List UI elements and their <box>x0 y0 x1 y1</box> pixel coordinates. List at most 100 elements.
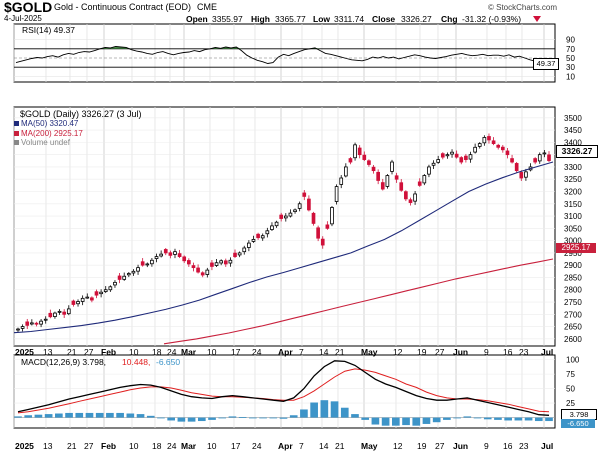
x-tick-label-lower: 10 <box>129 441 139 451</box>
candle-body <box>537 154 542 162</box>
rsi-tick-label: 50 <box>566 54 575 63</box>
price-tick-label: 3500 <box>564 114 582 123</box>
candle-body <box>196 267 200 273</box>
price-tick-label: 2850 <box>564 273 582 282</box>
low-label: Low <box>313 14 330 24</box>
candle-body <box>316 227 320 239</box>
macd-histogram-bar <box>340 407 349 418</box>
price-tick-label: 3300 <box>564 163 582 172</box>
legend-label: MA(50) 3320.47 <box>21 119 79 128</box>
candle-body <box>20 326 25 329</box>
x-tick-label-lower: 21 <box>67 441 77 451</box>
candle-body <box>210 262 214 267</box>
rsi-tick-label: 70 <box>566 45 575 54</box>
x-tick-label-upper: 27 <box>435 347 445 357</box>
macd-histogram-bar <box>351 414 359 418</box>
x-tick-label-upper: 24 <box>167 347 177 357</box>
macd-signal-line <box>17 368 550 414</box>
header-date: 4-Jul-2025 <box>4 14 42 23</box>
candle-body <box>367 160 371 165</box>
candle-body <box>440 153 445 158</box>
x-tick-label-upper: 2025 <box>15 347 34 357</box>
macd-line <box>17 360 550 416</box>
candle-body <box>454 153 459 158</box>
x-tick-label-upper: 10 <box>129 347 139 357</box>
rsi-line <box>15 46 551 64</box>
x-tick-label-upper: 13 <box>43 347 53 357</box>
macd-histogram-bar <box>361 417 370 420</box>
candle-body <box>140 261 145 266</box>
x-tick-label-upper: 21 <box>67 347 77 357</box>
exchange-label: CME <box>197 2 217 12</box>
macd-histogram-bar <box>167 417 176 421</box>
symbol-description: Gold - Continuous Contract (EOD) <box>54 2 192 12</box>
candle-body <box>464 155 468 160</box>
candle-body <box>223 260 228 265</box>
chart-header: $GOLD Gold - Continuous Contract (EOD) C… <box>0 0 599 24</box>
macd-histogram-bar <box>249 417 257 419</box>
high-label: High <box>251 14 270 24</box>
candle-body <box>496 144 501 148</box>
macd-tick-label: 75 <box>566 370 575 379</box>
legend-swatch <box>14 140 19 146</box>
candle-body <box>390 161 394 172</box>
candle-body <box>80 297 85 302</box>
price-title: $GOLD (Daily) 3326.27 (3 Jul) <box>20 109 142 119</box>
candle-body <box>228 259 233 264</box>
x-tick-label-upper: Jul <box>541 347 553 357</box>
macd-histogram-bar <box>432 417 441 423</box>
candle-body <box>459 157 464 163</box>
x-tick-label-upper: 23 <box>519 347 529 357</box>
macd-histogram-bar <box>177 417 186 422</box>
macd-histogram-bar <box>402 417 410 426</box>
x-tick-label-upper: Jun <box>453 347 468 357</box>
candle-body <box>353 144 357 159</box>
candle-body <box>385 175 390 187</box>
x-tick-label-lower: 7 <box>299 441 304 451</box>
x-tick-label-lower: 17 <box>231 441 241 451</box>
candle-body <box>173 251 177 255</box>
candle-body <box>108 286 113 291</box>
x-tick-label-lower: 19 <box>417 441 427 451</box>
macd-histogram-bar <box>330 401 339 418</box>
macd-histogram-bar <box>381 417 390 426</box>
x-tick-label-upper: Feb <box>101 347 116 357</box>
macd-histogram-bar <box>75 412 84 418</box>
candle-body <box>177 253 182 257</box>
candle-body <box>145 263 150 266</box>
candle-body <box>154 256 159 260</box>
macd-tick-label: 100 <box>566 356 580 365</box>
legend-swatch <box>14 121 19 127</box>
candle-body <box>66 308 71 315</box>
x-tick-label-lower: 13 <box>43 441 53 451</box>
macd-histogram-bar <box>197 417 206 422</box>
x-tick-label-upper: 17 <box>231 347 241 357</box>
macd-label-signal: 10.448, <box>122 357 151 367</box>
candle-body <box>320 238 325 246</box>
macd-histogram-bar <box>545 417 553 422</box>
macd-label-macd: MACD(12,26,9) 3.798, <box>21 357 107 367</box>
price-tick-label: 3150 <box>564 200 582 209</box>
candle-body <box>16 328 20 331</box>
low-value: 3311.74 <box>334 14 365 24</box>
candle-body <box>71 300 76 305</box>
x-tick-label-lower: 10 <box>207 441 217 451</box>
candle-body <box>256 233 260 239</box>
candle-body <box>399 182 404 191</box>
legend-label: Volume undef <box>21 138 70 147</box>
candle-body <box>247 242 251 248</box>
macd-histogram-bar <box>371 417 380 425</box>
ma50-line <box>13 161 554 334</box>
candle-body <box>371 166 376 172</box>
x-tick-label-lower: May <box>361 441 378 451</box>
candle-body <box>191 265 196 269</box>
macd-histogram-bar <box>422 417 431 424</box>
x-tick-label-lower: Jul <box>541 441 553 451</box>
price-legend: MA(50) 3320.47 MA(200) 2925.17 Volume unde… <box>14 119 83 148</box>
candle-body <box>473 146 477 153</box>
macd-histogram-bar <box>504 417 512 421</box>
candle-body <box>524 171 528 178</box>
candle-body <box>270 225 274 230</box>
x-tick-label-lower: 16 <box>503 441 513 451</box>
